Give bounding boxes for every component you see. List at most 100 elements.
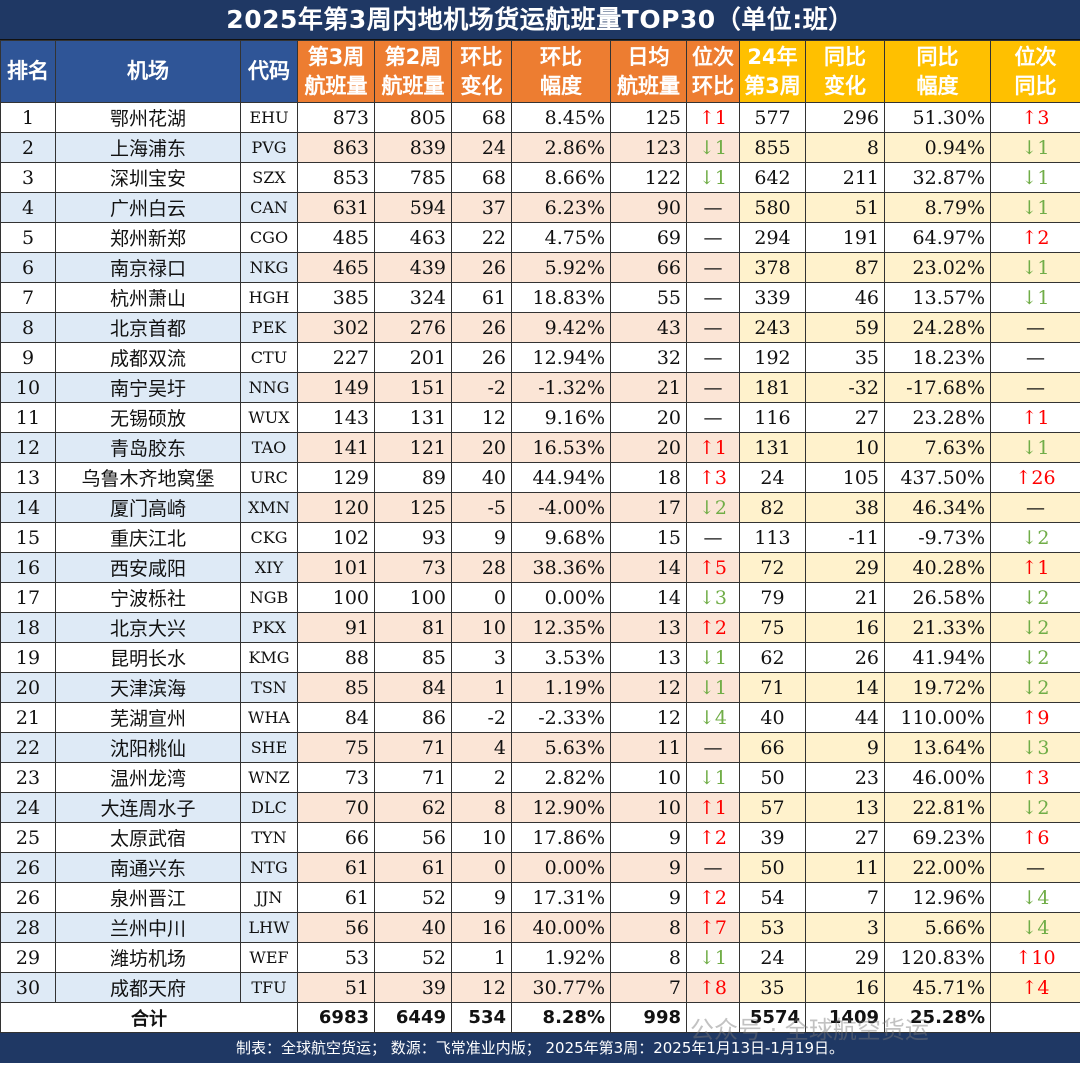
yoy-change-cell: 26: [805, 642, 885, 673]
mom-change-cell: 37: [451, 192, 512, 223]
airport-name-cell: 大连周水子: [55, 792, 241, 823]
rank-cell: 19: [0, 642, 56, 673]
rank-cell: 13: [0, 462, 56, 493]
yoy-pct-cell: 64.97%: [884, 222, 991, 253]
week3-flights-cell: 101: [297, 552, 375, 583]
rank-down-indicator: ↓2: [1021, 586, 1050, 609]
daily-avg-cell: 7: [610, 972, 687, 1003]
mom-change-cell: 2: [451, 762, 512, 793]
column-header: 同比 幅度: [884, 40, 991, 103]
rank-up-indicator: ↑10: [1015, 946, 1056, 969]
yoy-pct-cell: 5.66%: [884, 912, 991, 943]
rank-mom-cell: —: [686, 222, 740, 253]
daily-avg-cell: 17: [610, 492, 687, 523]
yoy-pct-cell: 23.02%: [884, 252, 991, 283]
mom-change-cell: 26: [451, 342, 512, 373]
yoy-pct-cell: 12.96%: [884, 882, 991, 913]
rank-down-indicator: ↓1: [698, 136, 727, 159]
rank-down-indicator: ↓1: [698, 946, 727, 969]
rank-yoy-cell: —: [990, 342, 1080, 373]
yoy-pct-cell: 22.81%: [884, 792, 991, 823]
airport-name-cell: 兰州中川: [55, 912, 241, 943]
rank-up-indicator: ↑1: [1021, 556, 1050, 579]
airport-code-cell: NTG: [240, 852, 298, 883]
rank-yoy-cell: ↓4: [990, 912, 1080, 943]
airport-name-cell: 成都天府: [55, 972, 241, 1003]
last-year-week3-cell: 192: [739, 342, 806, 373]
yoy-change-cell: 8: [805, 132, 885, 163]
rank-cell: 2: [0, 132, 56, 163]
yoy-change-cell: 16: [805, 612, 885, 643]
yoy-change-cell: 211: [805, 162, 885, 193]
week3-flights-cell: 51: [297, 972, 375, 1003]
yoy-pct-cell: 23.28%: [884, 402, 991, 433]
column-header-line2: 幅度: [916, 73, 959, 98]
daily-avg-cell: 13: [610, 642, 687, 673]
yoy-pct-cell: -17.68%: [884, 372, 991, 403]
column-header-line2: 第3周: [744, 73, 801, 98]
rank-mom-cell: ↑7: [686, 912, 740, 943]
total-blank-rank-yoy: [990, 1002, 1080, 1033]
rank-cell: 15: [0, 522, 56, 553]
rank-mom-cell: ↓1: [686, 672, 740, 703]
yoy-pct-cell: 40.28%: [884, 552, 991, 583]
daily-avg-cell: 123: [610, 132, 687, 163]
daily-avg-cell: 8: [610, 942, 687, 973]
rank-cell: 26: [0, 882, 56, 913]
airport-code-cell: NKG: [240, 252, 298, 283]
table-row: 12 青岛胶东 TAO 141 121 20 16.53% 20 ↑1 131 10 7.63% ↓1: [0, 432, 1080, 463]
rank-up-indicator: ↑9: [1021, 706, 1050, 729]
daily-avg-cell: 32: [610, 342, 687, 373]
rank-up-indicator: ↑26: [1015, 466, 1056, 489]
last-year-week3-cell: 50: [739, 852, 806, 883]
week3-flights-cell: 302: [297, 312, 375, 343]
column-header-line1: 24年: [747, 44, 798, 69]
table-row: 21 芜湖宣州 WHA 84 86 -2 -2.33% 12 ↓4 40 44 110.00% ↑9: [0, 702, 1080, 733]
table-title: 2025年第3周内地机场货运航班量TOP30（单位:班）: [0, 0, 1080, 40]
rank-cell: 4: [0, 192, 56, 223]
airport-code-cell: XMN: [240, 492, 298, 523]
yoy-change-cell: 29: [805, 552, 885, 583]
rank-cell: 18: [0, 612, 56, 643]
rank-down-indicator: ↓1: [1021, 196, 1050, 219]
table-row: 30 成都天府 TFU 51 39 12 30.77% 7 ↑8 35 16 45.71% ↑4: [0, 972, 1080, 1003]
week2-flights-cell: 439: [374, 252, 452, 283]
mom-pct-cell: 0.00%: [511, 852, 611, 883]
rank-cell: 17: [0, 582, 56, 613]
table-row: 20 天津滨海 TSN 85 84 1 1.19% 12 ↓1 71 14 19.72% ↓2: [0, 672, 1080, 703]
daily-avg-cell: 14: [610, 552, 687, 583]
airport-name-cell: 杭州萧山: [55, 282, 241, 313]
rank-unchanged-indicator: —: [703, 256, 723, 279]
rank-down-indicator: ↓1: [1021, 436, 1050, 459]
rank-cell: 14: [0, 492, 56, 523]
airport-name-cell: 北京首都: [55, 312, 241, 343]
column-header: 第3周 航班量: [297, 40, 375, 103]
yoy-pct-cell: 26.58%: [884, 582, 991, 613]
table-row: 28 兰州中川 LHW 56 40 16 40.00% 8 ↑7 53 3 5.66% ↓4: [0, 912, 1080, 943]
column-header: 位次 同比: [990, 40, 1080, 103]
airport-code-cell: PEK: [240, 312, 298, 343]
rank-down-indicator: ↓2: [1021, 526, 1050, 549]
mom-change-cell: 68: [451, 162, 512, 193]
yoy-change-cell: 7: [805, 882, 885, 913]
rank-up-indicator: ↑7: [698, 916, 727, 939]
rank-cell: 6: [0, 252, 56, 283]
week3-flights-cell: 149: [297, 372, 375, 403]
airport-name-cell: 重庆江北: [55, 522, 241, 553]
rank-down-indicator: ↓2: [1021, 616, 1050, 639]
rank-unchanged-indicator: —: [1026, 376, 1045, 399]
yoy-pct-cell: 46.00%: [884, 762, 991, 793]
week3-flights-cell: 385: [297, 282, 375, 313]
column-header-line1: 日均: [627, 44, 670, 69]
yoy-change-cell: 51: [805, 192, 885, 223]
daily-avg-cell: 90: [610, 192, 687, 223]
rank-unchanged-indicator: —: [703, 286, 723, 309]
rank-yoy-cell: ↑26: [990, 462, 1080, 493]
airport-name-cell: 广州白云: [55, 192, 241, 223]
column-header: 24年 第3周: [739, 40, 806, 103]
airport-code-cell: CTU: [240, 342, 298, 373]
yoy-change-cell: 27: [805, 402, 885, 433]
week3-flights-cell: 141: [297, 432, 375, 463]
week2-flights-cell: 71: [374, 762, 452, 793]
column-header: 环比 幅度: [511, 40, 611, 103]
